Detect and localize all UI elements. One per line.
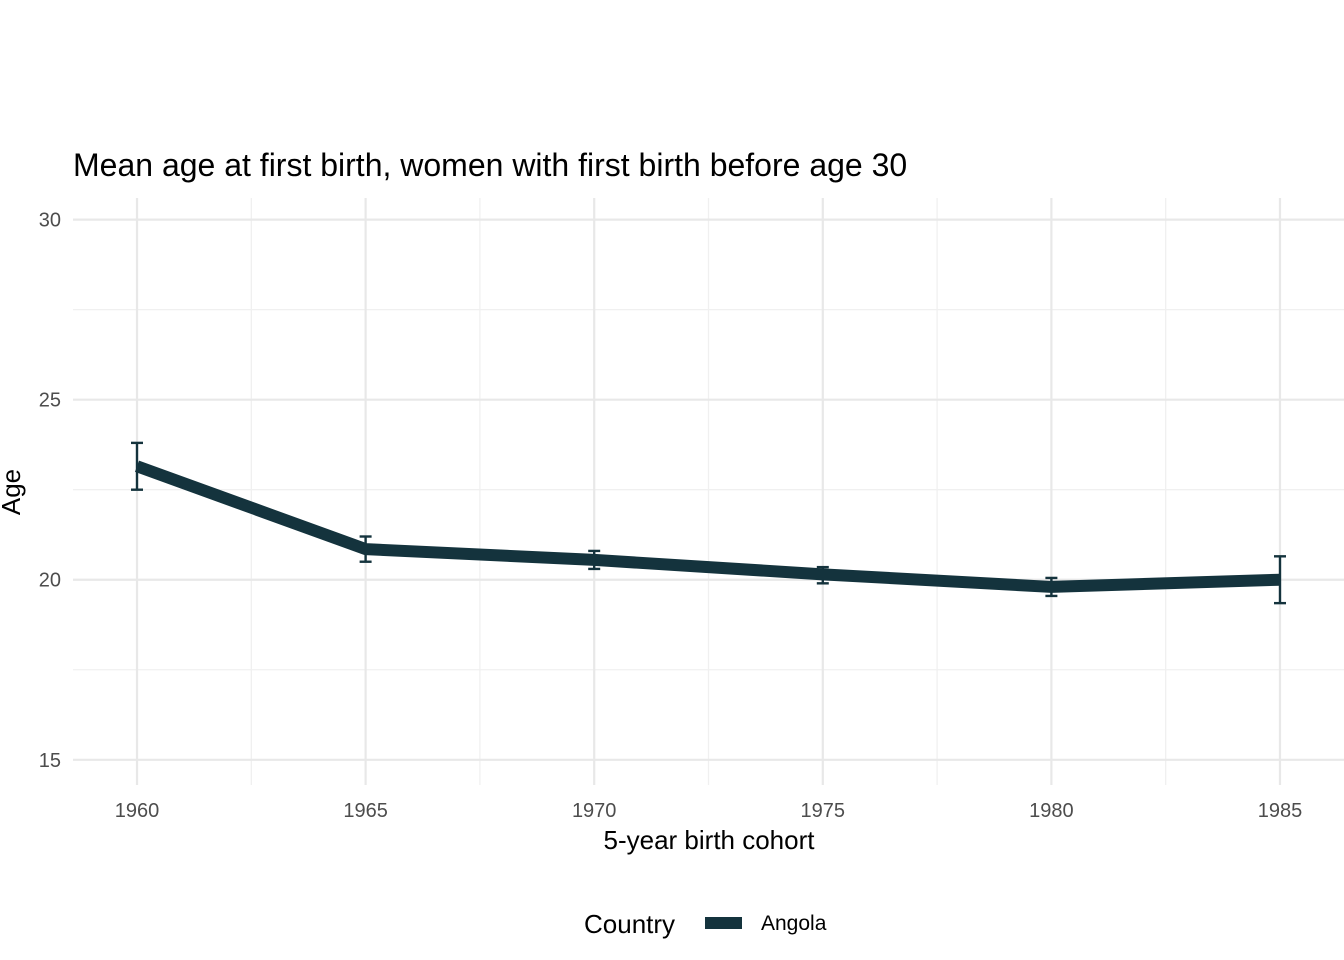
chart-title: Mean age at first birth, women with firs… (73, 147, 907, 183)
x-tick-label: 1970 (572, 800, 617, 822)
x-axis-ticks: 1960 1965 1970 1975 1980 1985 (115, 800, 1302, 822)
x-axis-title: 5-year birth cohort (604, 825, 816, 855)
x-tick-label: 1985 (1258, 800, 1303, 822)
grid (73, 198, 1344, 785)
x-tick-label: 1960 (115, 800, 160, 822)
series-line-angola (134, 460, 1281, 593)
y-tick-label: 20 (39, 570, 61, 592)
error-bar (131, 441, 144, 491)
x-tick-label: 1975 (801, 800, 846, 822)
y-tick-label: 25 (39, 390, 61, 412)
legend-key-angola (705, 917, 742, 929)
series-lines (134, 460, 1281, 593)
legend-title: Country (584, 909, 675, 939)
x-tick-label: 1980 (1029, 800, 1074, 822)
y-axis-ticks: 15 20 25 30 (39, 210, 61, 772)
y-tick-label: 30 (39, 210, 61, 232)
y-tick-label: 15 (39, 750, 61, 772)
legend: Country Angola (584, 909, 827, 939)
legend-label-angola: Angola (761, 912, 827, 935)
y-axis-title: Age (0, 469, 26, 515)
x-tick-label: 1965 (343, 800, 388, 822)
